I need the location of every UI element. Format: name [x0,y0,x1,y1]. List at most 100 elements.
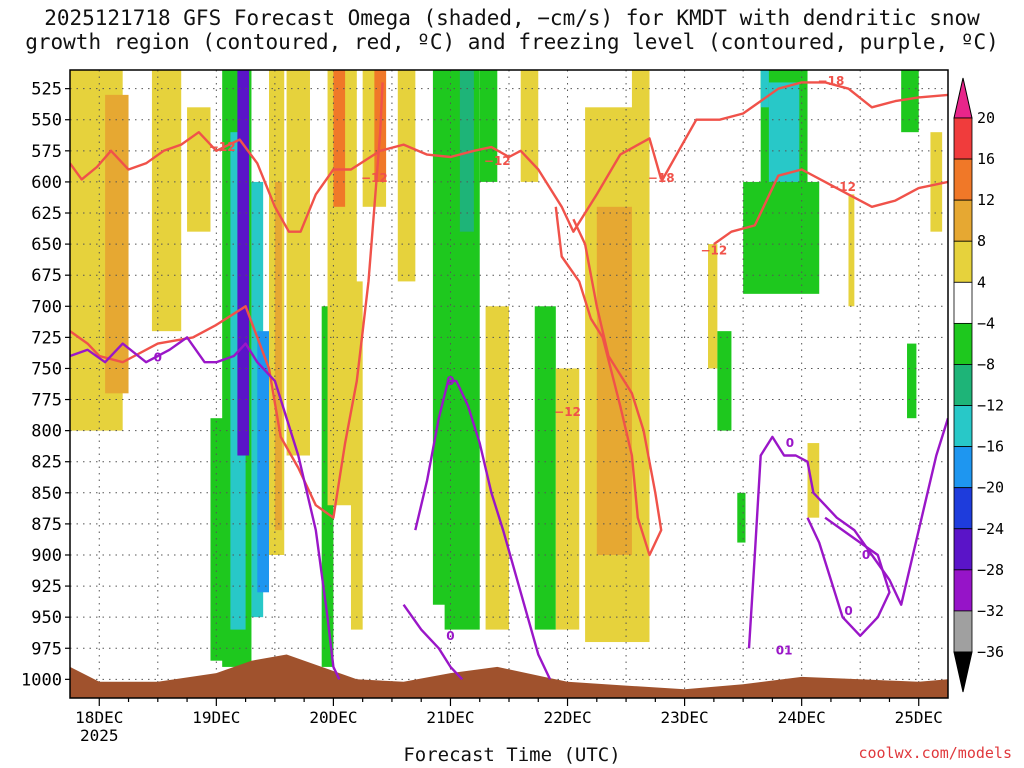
omega-region-35 [768,82,800,182]
omega-region-32 [717,331,732,431]
terrain-layer [70,654,948,698]
colorbar-label-8: −16 [977,438,1004,456]
contour-freezing-0-lower [402,604,464,681]
y-tick-label-750: 750 [31,359,62,379]
omega-region-9 [257,331,270,593]
colorbar-bin-9 [953,446,973,489]
omega-region-24 [485,306,509,630]
omega-region-23 [479,70,498,182]
x-tick-label-23DEC: 23DEC [661,708,709,727]
omega-region-37 [807,443,820,518]
colorbar-label-2: 12 [977,191,995,209]
y-tick-label-625: 625 [31,204,62,224]
colorbar-bin-7 [953,364,973,406]
omega-region-16 [350,281,363,630]
terrain-fill [70,654,948,698]
contour-dgz-minus12-east [554,206,663,557]
contour-label-3: −18 [648,171,675,185]
colorbar-label-3: 8 [977,232,986,250]
contour-dgz-minus12-middle [713,168,948,246]
contour-label-0: −12 [209,140,236,154]
contour-layer [70,81,948,681]
contour-dgz-minus12-upper [70,131,663,233]
omega-region-19 [397,70,416,282]
contour-label-14: 01 [776,644,793,658]
contour-freezing-0-east-loop [806,516,891,637]
y-tick-label-950: 950 [31,608,62,628]
colorbar-label-11: −28 [977,561,1004,579]
contour-dgz-minus12-lower [70,82,384,519]
y-tick-label-600: 600 [31,173,62,193]
y-axis: 525 550 575 600 625 650 675 700 725 750 775 800 825 8… [21,80,70,690]
omega-region-42 [930,132,943,232]
contour-freezing-0-east [747,417,948,649]
contour-label-4: −12 [700,243,727,257]
contour-label-5: −12 [554,405,581,419]
contour-label-1: −12 [361,171,388,185]
colorbar-label-13: −36 [977,643,1004,661]
colorbar-label-12: −32 [977,602,1004,620]
omega-region-26 [534,306,556,630]
omega-region-7 [237,70,250,456]
y-tick-label-850: 850 [31,484,62,504]
colorbar: 20 16 12 8 4 −4 −8 −12 −16 −20 −24 −28 −32 −36 [953,77,1004,693]
y-tick-label-650: 650 [31,235,62,255]
contour-label-9: 0 [446,374,454,388]
omega-region-12 [286,70,310,456]
contour-label-6: −18 [818,74,845,88]
x-tick-label-24DEC: 24DEC [778,708,826,727]
contour-label-11: 0 [786,436,794,450]
chart-title-line-1: 2025121718 GFS Forecast Omega (shaded, −… [44,6,980,30]
y-tick-label-525: 525 [31,80,62,100]
contour-freezing-0-west [70,336,341,680]
colorbar-bin-1 [953,117,973,160]
omega-shading [70,70,943,667]
contour-freezing-0-mid [414,379,552,680]
contour-label-8: 0 [154,350,162,364]
omega-region-15 [333,70,346,207]
colorbar-label-0: 20 [977,109,995,127]
colorbar-label-9: −20 [977,479,1004,497]
y-tick-label-925: 925 [31,577,62,597]
contour-label-10: 0 [446,629,454,643]
x-tick-label-25DEC: 25DEC [895,708,943,727]
omega-region-30 [631,70,650,207]
y-tick-label-975: 975 [31,639,62,659]
x-tick-label-22DEC: 22DEC [543,708,591,727]
x-tick-label-18DEC: 18DEC [75,708,123,727]
x-tick-label-20DEC: 20DEC [309,708,357,727]
y-tick-label-825: 825 [31,453,62,473]
y-tick-label-550: 550 [31,111,62,131]
colorbar-bin-2 [953,158,973,201]
colorbar-bin-11 [953,528,973,571]
omega-region-41 [907,343,917,419]
colorbar-bin-8 [953,405,973,448]
x-axis: 18DEC 19DEC 20DEC 21DEC 22DEC 23DEC 24DEC 25DEC… [75,698,943,745]
omega-region-2 [151,70,182,332]
y-tick-label-1000: 1000 [21,670,62,690]
contour-dgz-minus18-upper [660,81,948,183]
colorbar-bin-5 [953,281,973,324]
colorbar-label-4: 4 [977,273,986,291]
colorbar-top-triangle [953,77,973,119]
y-tick-label-900: 900 [31,546,62,566]
contour-label-7: −12 [829,180,856,194]
y-tick-label-775: 775 [31,391,62,411]
colorbar-bin-10 [953,487,973,530]
colorbar-bottom-triangle [953,651,973,693]
colorbar-bin-12 [953,569,973,612]
colorbar-label-7: −12 [977,397,1004,415]
colorbar-bin-13 [953,610,973,653]
colorbar-bin-4 [953,240,973,283]
y-tick-label-700: 700 [31,297,62,317]
colorbar-bin-6 [953,322,973,365]
y-tick-label-675: 675 [31,266,62,286]
x-axis-title: Forecast Time (UTC) [403,744,621,766]
colorbar-label-10: −24 [977,520,1004,538]
colorbar-label-5: −4 [977,314,995,332]
y-tick-label-800: 800 [31,422,62,442]
chart-title-line-2: growth region (contoured, red, ºC) and f… [25,30,999,54]
x-year-label: 2025 [80,726,119,745]
